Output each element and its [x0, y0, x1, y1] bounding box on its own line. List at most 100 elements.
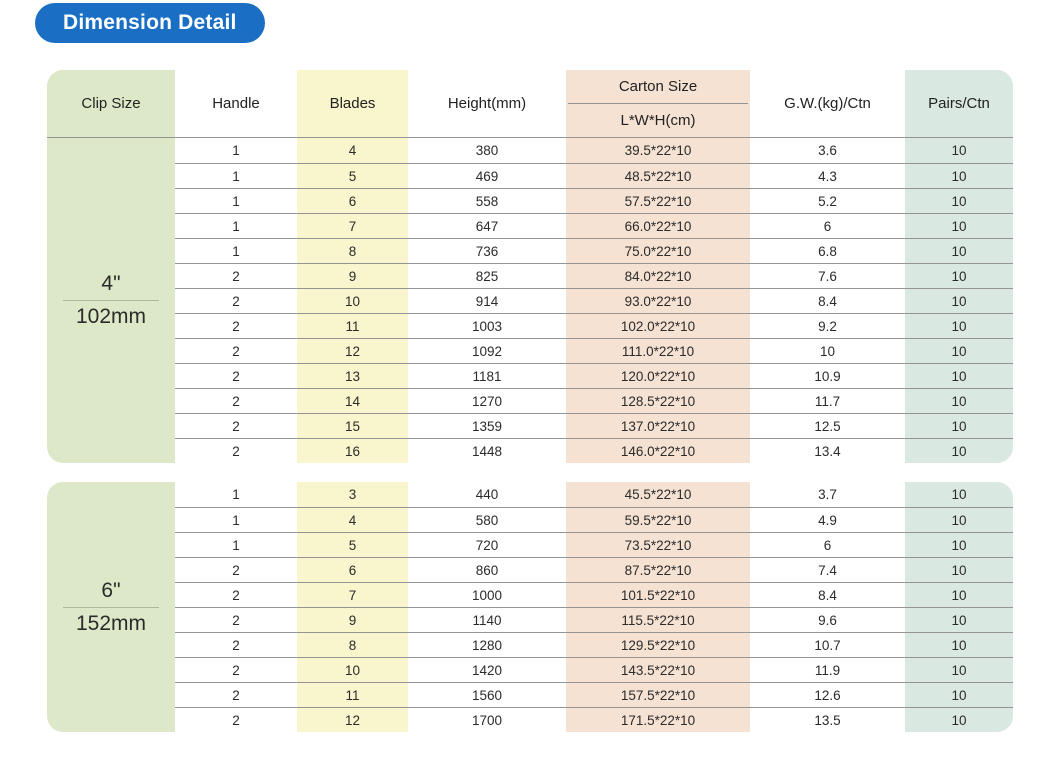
blades-cell: 14 [297, 388, 408, 413]
dimension-detail-badge: Dimension Detail [35, 3, 265, 43]
header-blades: Blades [297, 70, 408, 137]
gross-weight-cell: 10.7 [750, 632, 905, 657]
height-cell: 1700 [408, 707, 566, 732]
pairs-cell: 10 [905, 707, 1013, 732]
handle-cell: 2 [175, 657, 297, 682]
carton-size-cell: 129.5*22*10 [566, 632, 750, 657]
pairs-cell: 10 [905, 682, 1013, 707]
gross-weight-cell: 13.5 [750, 707, 905, 732]
gross-weight-cell: 12.6 [750, 682, 905, 707]
section-4inch: 4" 102mm 1 4 380 39.5*22*10 3.6 10 1 5 4… [47, 138, 1013, 463]
blades-cell: 11 [297, 313, 408, 338]
blades-cell: 13 [297, 363, 408, 388]
carton-size-cell: 39.5*22*10 [566, 138, 750, 163]
handle-cell: 1 [175, 532, 297, 557]
carton-size-cell: 66.0*22*10 [566, 213, 750, 238]
section-gap [47, 463, 1013, 482]
height-cell: 580 [408, 507, 566, 532]
carton-size-cell: 48.5*22*10 [566, 163, 750, 188]
blades-cell: 9 [297, 263, 408, 288]
section-6inch: 6" 152mm 1 3 440 45.5*22*10 3.7 10 1 4 5… [47, 482, 1013, 732]
carton-size-cell: 93.0*22*10 [566, 288, 750, 313]
dimension-detail-badge-label: Dimension Detail [63, 11, 237, 34]
handle-cell: 1 [175, 507, 297, 532]
handle-cell: 2 [175, 313, 297, 338]
clip-size-mm: 102mm [75, 305, 147, 328]
blades-cell: 5 [297, 163, 408, 188]
clip-size-divider [63, 300, 159, 301]
handle-cell: 1 [232, 143, 240, 158]
dimension-table: Clip Size Handle Blades Height(mm) Carto… [47, 70, 1013, 732]
height-cell: 736 [408, 238, 566, 263]
gross-weight-cell: 9.6 [750, 607, 905, 632]
blades-cell: 12 [297, 707, 408, 732]
carton-size-cell: 137.0*22*10 [566, 413, 750, 438]
handle-cell: 2 [175, 288, 297, 313]
clip-size-cell: 4" 102mm [47, 138, 175, 463]
height-cell: 1140 [408, 607, 566, 632]
pairs-cell: 10 [905, 607, 1013, 632]
carton-size-cell: 120.0*22*10 [566, 363, 750, 388]
gross-weight-cell: 6 [750, 213, 905, 238]
handle-cell: 1 [175, 163, 297, 188]
pairs-cell: 10 [905, 507, 1013, 532]
pairs-cell: 10 [905, 557, 1013, 582]
header-clip-size: Clip Size [47, 70, 175, 137]
blades-cell: 4 [297, 507, 408, 532]
blades-cell: 11 [297, 682, 408, 707]
carton-size-cell: 102.0*22*10 [566, 313, 750, 338]
handle-cell: 2 [175, 557, 297, 582]
gross-weight-cell: 6.8 [750, 238, 905, 263]
handle-cell: 2 [175, 388, 297, 413]
clip-size-mm: 152mm [75, 611, 147, 635]
pairs-cell: 10 [905, 482, 1013, 507]
blades-cell: 16 [297, 438, 408, 463]
carton-size-cell: 146.0*22*10 [566, 438, 750, 463]
header-carton-size: Carton Size L*W*H(cm) [566, 70, 750, 137]
gross-weight-cell: 5.2 [750, 188, 905, 213]
handle-cell: 1 [232, 487, 240, 502]
handle-cell: 1 [175, 213, 297, 238]
handle-cell: 1 [175, 238, 297, 263]
header-height: Height(mm) [447, 95, 527, 112]
blades-cell: 10 [297, 657, 408, 682]
handle-cell: 2 [175, 607, 297, 632]
pairs-cell: 10 [905, 532, 1013, 557]
table-header-row: Clip Size Handle Blades Height(mm) Carto… [47, 70, 1013, 138]
carton-size-cell: 101.5*22*10 [566, 582, 750, 607]
clip-size-inch: 6" [101, 578, 121, 602]
gross-weight-cell: 3.7 [818, 487, 837, 502]
height-cell: 558 [408, 188, 566, 213]
blades-cell: 7 [297, 582, 408, 607]
blades-cell: 7 [297, 213, 408, 238]
carton-size-cell: 171.5*22*10 [566, 707, 750, 732]
blades-cell: 8 [297, 238, 408, 263]
gross-weight-cell: 4.9 [750, 507, 905, 532]
gross-weight-cell: 7.4 [750, 557, 905, 582]
pairs-cell: 10 [905, 163, 1013, 188]
pairs-cell: 10 [905, 313, 1013, 338]
carton-size-cell: 45.5*22*10 [566, 482, 750, 507]
height-cell: 1448 [408, 438, 566, 463]
handle-cell: 2 [175, 632, 297, 657]
gross-weight-cell: 7.6 [750, 263, 905, 288]
carton-size-cell: 87.5*22*10 [566, 557, 750, 582]
blades-cell: 6 [297, 557, 408, 582]
height-cell: 1270 [408, 388, 566, 413]
gross-weight-cell: 6 [750, 532, 905, 557]
gross-weight-cell: 13.4 [750, 438, 905, 463]
blades-cell: 6 [297, 188, 408, 213]
pairs-cell: 10 [905, 582, 1013, 607]
height-cell: 1560 [408, 682, 566, 707]
height-cell: 720 [408, 532, 566, 557]
height-cell: 1000 [408, 582, 566, 607]
height-cell: 1092 [408, 338, 566, 363]
pairs-cell: 10 [905, 188, 1013, 213]
height-cell: 860 [408, 557, 566, 582]
blades-cell: 9 [297, 607, 408, 632]
gross-weight-cell: 9.2 [750, 313, 905, 338]
blades-cell: 15 [297, 413, 408, 438]
pairs-cell: 10 [905, 338, 1013, 363]
height-cell: 1003 [408, 313, 566, 338]
gross-weight-cell: 8.4 [750, 582, 905, 607]
